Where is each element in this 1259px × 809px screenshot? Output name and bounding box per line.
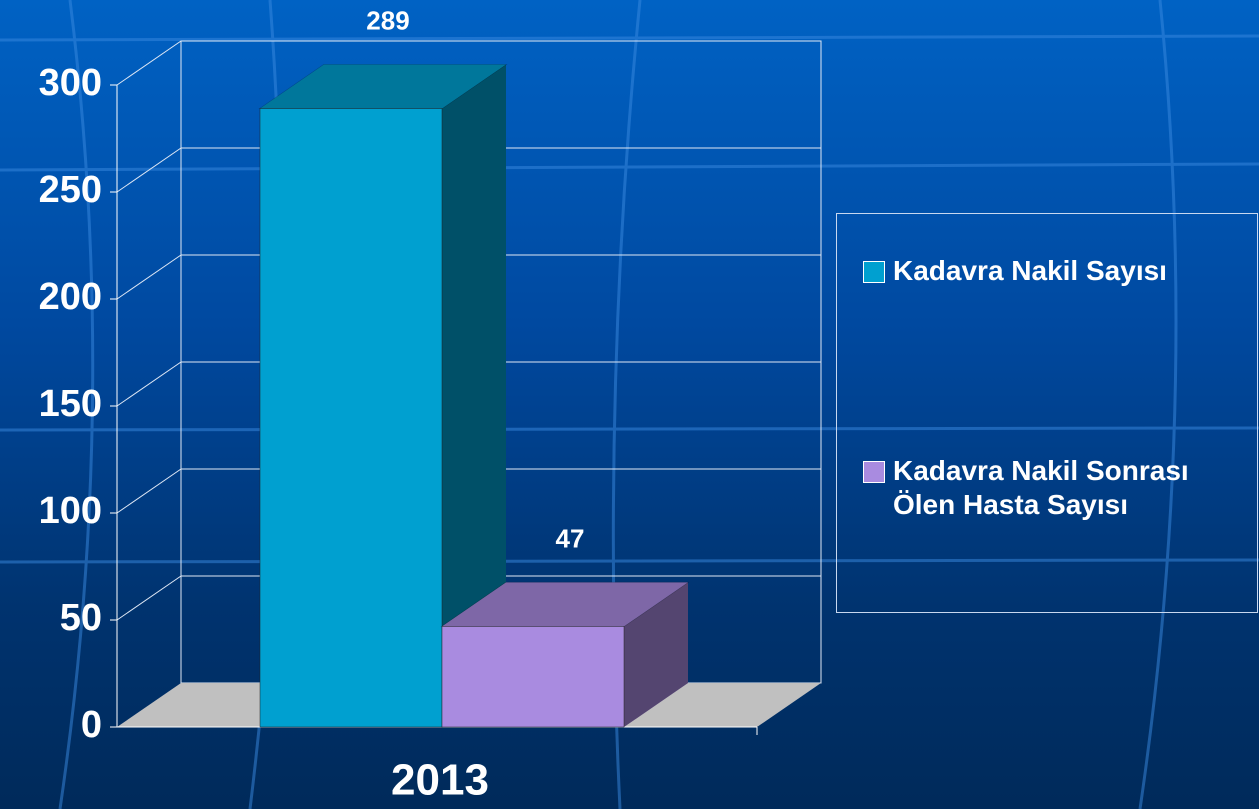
grid-line [116,468,182,514]
grid-line [116,254,182,300]
bar-side-shade [624,582,688,727]
x-tick-label: 2013 [391,756,489,805]
bar-top [442,582,688,627]
bar [441,626,625,728]
y-tick-label: 150 [39,383,102,425]
data-label: 289 [366,5,409,35]
y-tick-label: 250 [39,169,102,211]
legend-entry: Kadavra Nakil Sayısı [863,254,1253,288]
data-label: 47 [556,523,585,553]
bar-side-shade [442,64,506,728]
bar-top [260,64,506,109]
legend-swatch [863,261,885,283]
y-tick-label: 50 [60,597,102,639]
y-tick-label: 100 [39,490,102,532]
grid-line [116,40,182,86]
grid-line [116,575,182,621]
legend-swatch [863,461,885,483]
grid-line [116,361,182,407]
legend-entry: Kadavra Nakil Sonrası Ölen Hasta Sayısı [863,454,1253,522]
legend: Kadavra Nakil Sayısı Kadavra Nakil Sonras… [836,213,1258,613]
y-tick-label: 200 [39,276,102,318]
bar [259,108,443,728]
legend-label: Kadavra Nakil Sayısı [893,255,1167,286]
grid-line [116,147,182,193]
y-tick-label: 0 [81,704,102,746]
y-tick-label: 300 [39,62,102,104]
legend-label: Kadavra Nakil Sonrası Ölen Hasta Sayısı [893,455,1189,520]
